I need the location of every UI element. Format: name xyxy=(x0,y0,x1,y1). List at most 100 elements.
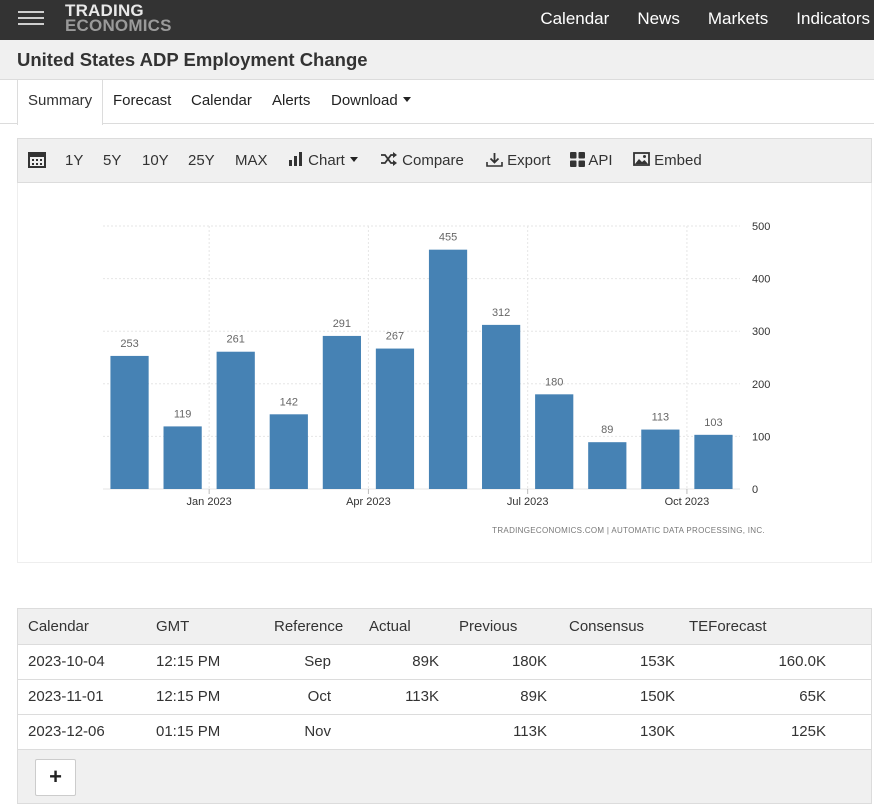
col-header-actual: Actual xyxy=(369,609,439,645)
bar-value-label: 119 xyxy=(174,408,192,420)
col-header-previous: Previous xyxy=(439,609,549,645)
cell-teforecast: 160.0K xyxy=(679,644,871,680)
range-max-button[interactable]: MAX xyxy=(235,152,268,169)
range-25y-button[interactable]: 25Y xyxy=(188,152,215,169)
bar-value-label: 455 xyxy=(439,232,457,244)
nav-news[interactable]: News xyxy=(637,9,680,28)
col-header-consensus: Consensus xyxy=(549,609,679,645)
bar xyxy=(110,355,149,489)
bar xyxy=(694,434,733,489)
bar-value-label: 267 xyxy=(386,331,404,343)
range-1y-button[interactable]: 1Y xyxy=(65,152,84,169)
compare-button[interactable]: Compare xyxy=(380,139,464,182)
tab-bar: Summary Forecast Calendar Alerts Downloa… xyxy=(0,80,874,125)
calendar-table-panel: Calendar GMT Reference Actual Previous C… xyxy=(17,608,872,804)
cell-calendar-date: 2023-10-04 xyxy=(18,644,156,680)
x-tick-label: Jul 2023 xyxy=(507,496,549,508)
table-header-row: Calendar GMT Reference Actual Previous C… xyxy=(18,609,871,645)
bar xyxy=(641,429,680,489)
x-tick-label: Jan 2023 xyxy=(187,496,232,508)
cell-actual: 113K xyxy=(369,679,439,715)
table-row: 2023-10-04 12:15 PM Sep 89K 180K 153K 16… xyxy=(18,644,871,680)
table-row: 2023-12-06 01:15 PM Nov 113K 130K 125K xyxy=(18,714,871,750)
date-picker-button[interactable] xyxy=(28,139,46,182)
bar xyxy=(375,348,415,489)
bar xyxy=(216,351,255,489)
logo-line-1: TRADING xyxy=(65,1,144,20)
embed-button[interactable]: Embed xyxy=(633,139,702,182)
chevron-down-icon xyxy=(402,96,411,102)
cell-consensus: 150K xyxy=(549,679,679,715)
tab-summary-label: Summary xyxy=(28,92,93,109)
cell-consensus: 130K xyxy=(549,714,679,750)
bar xyxy=(269,414,308,489)
cell-gmt: 01:15 PM xyxy=(156,714,274,750)
title-bar: United States ADP Employment Change xyxy=(0,40,874,80)
y-tick-label: 500 xyxy=(752,221,770,233)
tab-summary[interactable]: Summary xyxy=(17,80,103,125)
cell-calendar-date: 2023-12-06 xyxy=(18,714,156,750)
col-header-gmt: GMT xyxy=(156,609,274,645)
table-row: 2023-11-01 12:15 PM Oct 113K 89K 150K 65… xyxy=(18,679,871,715)
compare-label: Compare xyxy=(402,152,464,169)
main-nav: Calendar News Markets Indicators xyxy=(516,0,874,40)
image-icon xyxy=(633,152,650,166)
cell-previous: 113K xyxy=(439,714,549,750)
chart-source-text: TRADINGECONOMICS.COM | AUTOMATIC DATA PR… xyxy=(492,526,765,535)
export-label: Export xyxy=(507,152,551,169)
bar xyxy=(482,324,521,489)
bar-value-label: 103 xyxy=(704,417,722,429)
bar-value-label: 113 xyxy=(652,412,670,424)
shuffle-icon xyxy=(381,152,397,167)
cell-reference: Oct xyxy=(274,679,369,715)
bar xyxy=(428,249,468,489)
x-tick-label: Apr 2023 xyxy=(346,496,391,508)
export-button[interactable]: Export xyxy=(486,139,551,182)
col-header-teforecast: TEForecast xyxy=(679,609,871,645)
range-10y-button[interactable]: 10Y xyxy=(142,152,169,169)
cell-actual xyxy=(369,714,439,750)
logo-line-2: ECONOMICS xyxy=(65,16,172,35)
bar-chart-icon xyxy=(289,152,302,167)
embed-label: Embed xyxy=(654,152,702,169)
nav-markets[interactable]: Markets xyxy=(707,9,769,28)
bar-value-label: 312 xyxy=(492,307,510,319)
grid-icon xyxy=(570,151,585,167)
top-navbar: TRADING ECONOMICS Calendar News Markets … xyxy=(0,0,874,40)
add-row-button[interactable]: + xyxy=(35,759,76,796)
trading-economics-logo[interactable]: TRADING ECONOMICS xyxy=(65,1,172,35)
tab-alerts[interactable]: Alerts xyxy=(272,80,310,124)
cell-previous: 89K xyxy=(439,679,549,715)
bar-value-label: 180 xyxy=(545,376,563,388)
nav-indicators[interactable]: Indicators xyxy=(796,9,870,28)
download-icon xyxy=(486,152,503,167)
cell-reference: Nov xyxy=(274,714,369,750)
calendar-table: Calendar GMT Reference Actual Previous C… xyxy=(18,609,871,750)
y-tick-label: 200 xyxy=(752,379,770,391)
range-5y-button[interactable]: 5Y xyxy=(103,152,122,169)
bar-value-label: 89 xyxy=(601,424,613,436)
calendar-icon xyxy=(28,151,46,168)
bar-value-label: 253 xyxy=(120,338,138,350)
tab-download[interactable]: Download xyxy=(331,80,411,124)
chart-panel: 0 100 200 300 400 500 Jan 2023 Apr 2023 Jul 2023… xyxy=(17,183,872,563)
chart-type-label: Chart xyxy=(308,152,345,169)
chart-type-dropdown[interactable]: Chart xyxy=(288,139,358,182)
api-button[interactable]: API xyxy=(570,139,613,182)
tab-calendar[interactable]: Calendar xyxy=(191,80,252,124)
cell-teforecast: 125K xyxy=(679,714,871,750)
bar xyxy=(322,335,361,489)
cell-consensus: 153K xyxy=(549,644,679,680)
y-tick-label: 0 xyxy=(752,484,758,496)
cell-gmt: 12:15 PM xyxy=(156,644,274,680)
api-label: API xyxy=(588,152,613,169)
tab-forecast[interactable]: Forecast xyxy=(113,80,171,124)
y-tick-label: 300 xyxy=(752,326,770,338)
nav-calendar[interactable]: Calendar xyxy=(540,9,610,28)
cell-calendar-date: 2023-11-01 xyxy=(18,679,156,715)
page-title: United States ADP Employment Change xyxy=(17,49,368,70)
chevron-down-icon xyxy=(349,156,358,162)
hamburger-menu-icon[interactable] xyxy=(18,7,44,29)
col-header-calendar: Calendar xyxy=(18,609,156,645)
bar-value-label: 291 xyxy=(333,318,351,330)
